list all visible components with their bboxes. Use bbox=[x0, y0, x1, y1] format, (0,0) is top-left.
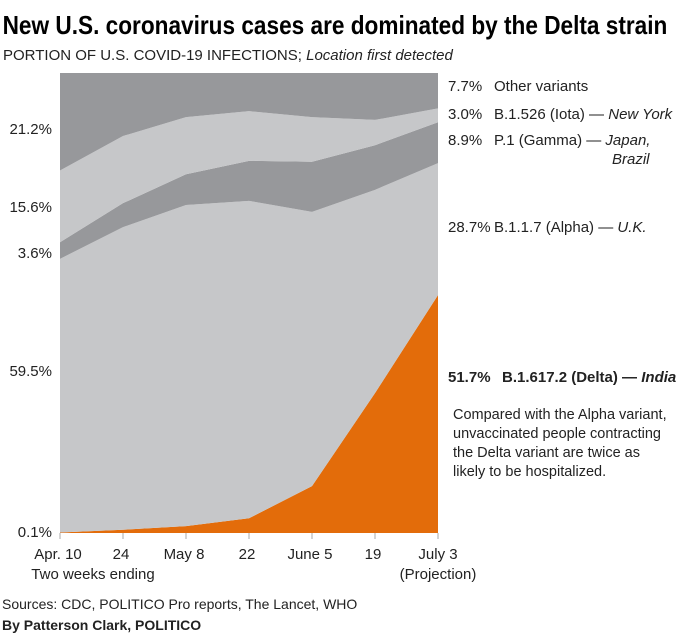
end-label-gamma-origin2: Brazil bbox=[612, 151, 650, 168]
chart-title: New U.S. coronavirus cases are dominated… bbox=[3, 12, 668, 41]
area-b-1-526-iota- bbox=[60, 108, 438, 243]
start-label-iota: 15.6% bbox=[9, 199, 52, 216]
name: B.1.617.2 (Delta) — bbox=[502, 369, 637, 386]
end-label-other: 7.7% Other variants bbox=[448, 78, 588, 95]
chart-subtitle: PORTION OF U.S. COVID-19 INFECTIONS; Loc… bbox=[3, 47, 454, 64]
name: Other variants bbox=[494, 78, 588, 95]
byline: By Patterson Clark, POLITICO bbox=[2, 617, 201, 633]
start-label-delta: 0.1% bbox=[18, 524, 52, 541]
start-label-other: 21.2% bbox=[9, 121, 52, 138]
name: P.1 (Gamma) — bbox=[494, 132, 601, 149]
area-p-1-gamma- bbox=[60, 122, 438, 259]
end-label-iota: 3.0% B.1.526 (Iota) — New York bbox=[448, 106, 674, 123]
x-tick-label: 22 bbox=[239, 546, 256, 563]
annotation-line: unvaccinated people contracting bbox=[453, 426, 661, 442]
annotation-line: likely to be hospitalized. bbox=[453, 464, 606, 480]
x-projection-note: (Projection) bbox=[400, 566, 477, 583]
origin: New York bbox=[608, 106, 673, 123]
origin: U.K. bbox=[617, 219, 646, 236]
start-labels: 21.2% 15.6% 3.6% 59.5% 0.1% bbox=[9, 121, 52, 541]
end-label-alpha: 28.7% B.1.1.7 (Alpha) — U.K. bbox=[448, 219, 647, 236]
annotation-line: Compared with the Alpha variant, bbox=[453, 407, 667, 423]
pct: 3.0% bbox=[448, 106, 482, 123]
x-axis-label: Two weeks ending bbox=[31, 566, 154, 583]
x-tick-label: Apr. 10 bbox=[34, 546, 82, 563]
x-tick-label: 24 bbox=[113, 546, 130, 563]
pct: 28.7% bbox=[448, 219, 491, 236]
name: B.1.1.7 (Alpha) — bbox=[494, 219, 613, 236]
origin: India bbox=[641, 369, 676, 386]
area-other-variants bbox=[60, 73, 438, 171]
x-tick-label: June 5 bbox=[287, 546, 332, 563]
start-label-gamma: 3.6% bbox=[18, 245, 52, 262]
subtitle-main: PORTION OF U.S. COVID-19 INFECTIONS; bbox=[3, 47, 302, 64]
name: B.1.526 (Iota) — bbox=[494, 106, 604, 123]
area-b-1-1-7-alpha- bbox=[60, 163, 438, 533]
sources: Sources: CDC, POLITICO Pro reports, The … bbox=[2, 596, 357, 612]
end-label-delta: 51.7% B.1.617.2 (Delta) — India bbox=[448, 369, 676, 386]
annotation-line: the Delta variant are twice as bbox=[453, 445, 640, 461]
pct: 7.7% bbox=[448, 78, 482, 95]
x-tick-label: May 8 bbox=[164, 546, 205, 563]
start-label-alpha: 59.5% bbox=[9, 363, 52, 380]
end-labels: 7.7% Other variants 3.0% B.1.526 (Iota) — … bbox=[448, 78, 676, 386]
stacked-areas bbox=[60, 73, 438, 533]
x-tick-label: July 3 bbox=[418, 546, 457, 563]
x-tick-label: 19 bbox=[365, 546, 382, 563]
pct: 51.7% bbox=[448, 369, 491, 386]
subtitle-italic: Location first detected bbox=[306, 47, 453, 64]
origin: Japan, bbox=[604, 132, 650, 149]
pct: 8.9% bbox=[448, 132, 482, 149]
x-ticks bbox=[59, 533, 439, 539]
delta-annotation: Compared with the Alpha variant, unvacci… bbox=[453, 407, 667, 480]
x-tick-labels: Apr. 10 24 May 8 22 June 5 19 July 3 bbox=[34, 546, 457, 563]
area-b-1-617-2-delta- bbox=[60, 295, 438, 533]
end-label-gamma: 8.9% P.1 (Gamma) — Japan, bbox=[448, 132, 650, 149]
